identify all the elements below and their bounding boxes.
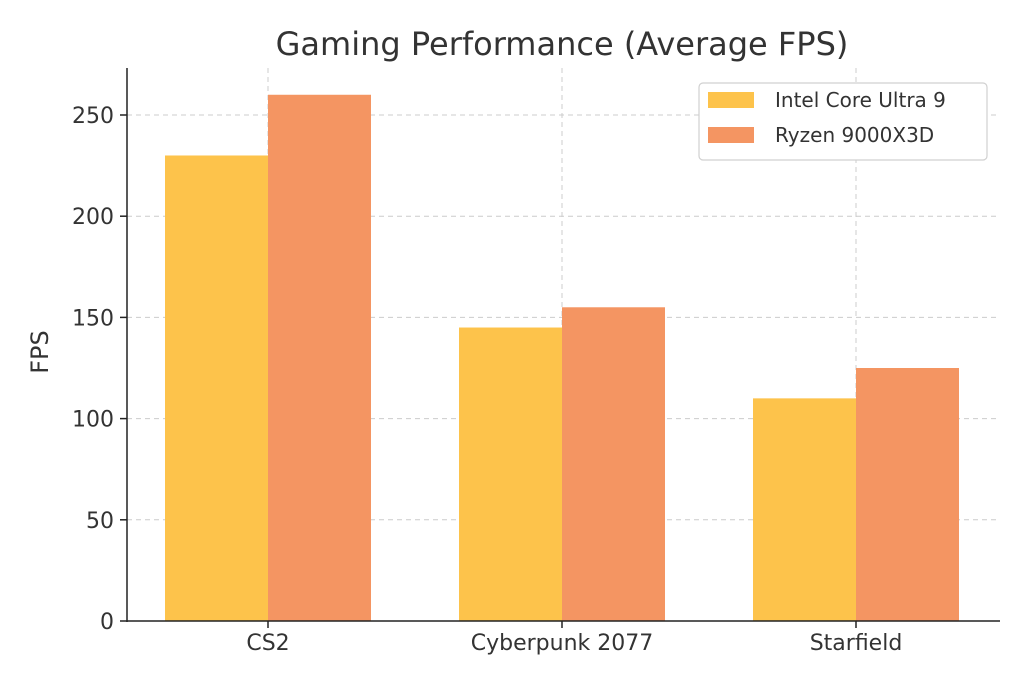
svg-text:CS2: CS2 [246,631,289,656]
bar-1-1 [562,307,665,621]
svg-text:250: 250 [72,104,114,129]
chart-title: Gaming Performance (Average FPS) [276,25,849,63]
bar-0-1 [459,327,562,621]
svg-text:200: 200 [72,205,114,230]
bar-0-0 [165,155,268,622]
svg-text:0: 0 [100,610,114,635]
x-axis-ticks: CS2 Cyberpunk 2077 Starfield [246,621,902,656]
bar-0-2 [753,398,856,621]
axes [126,68,1000,622]
svg-text:Cyberpunk 2077: Cyberpunk 2077 [471,631,654,656]
svg-text:150: 150 [72,306,114,331]
bar-1-0 [268,94,371,621]
y-axis-ticks: 0 50 100 150 200 250 [72,104,127,635]
svg-text:Intel Core Ultra 9: Intel Core Ultra 9 [775,88,946,112]
bars [165,94,959,622]
svg-text:100: 100 [72,408,114,433]
svg-text:50: 50 [86,509,114,534]
bar-1-2 [856,368,959,621]
y-axis-label: FPS [26,330,54,374]
svg-text:Starfield: Starfield [810,631,903,656]
legend: Intel Core Ultra 9 Ryzen 9000X3D [698,82,988,161]
svg-text:Ryzen 9000X3D: Ryzen 9000X3D [775,123,934,147]
